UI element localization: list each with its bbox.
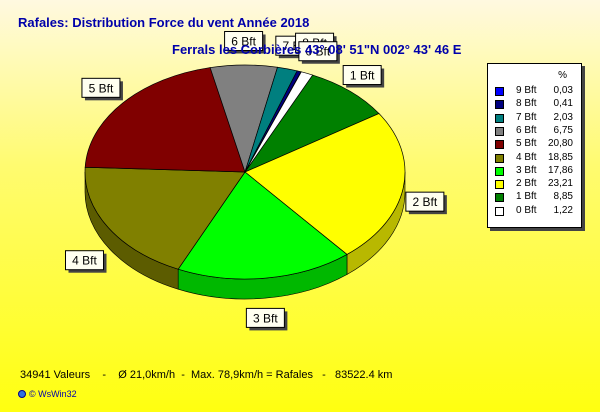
legend-label: 3 Bft — [516, 164, 537, 176]
pie-slices — [84, 64, 406, 280]
brand: © WsWin32 — [18, 389, 77, 399]
svg-text:6 Bft: 6 Bft — [231, 35, 256, 49]
svg-text:5 Bft: 5 Bft — [89, 81, 114, 95]
legend-label: 1 Bft — [516, 191, 537, 203]
legend-value: 17,86 — [547, 164, 573, 176]
legend-item: 4 Bft 18,85 — [488, 152, 581, 165]
legend-item: 9 Bft 0,03 — [488, 85, 581, 98]
slice-label-6-bft: 6 Bft — [224, 31, 266, 54]
svg-text:1 Bft: 1 Bft — [350, 69, 375, 83]
slice-label-4-bft: 4 Bft — [64, 250, 107, 273]
legend-swatch — [495, 126, 504, 136]
svg-text:4 Bft: 4 Bft — [72, 254, 97, 268]
slice-0-bft — [244, 71, 314, 173]
legend-label: 6 Bft — [516, 124, 537, 136]
slice-label-3-bft: 3 Bft — [245, 307, 288, 331]
legend-swatch — [495, 100, 504, 110]
svg-text:3 Bft: 3 Bft — [253, 311, 278, 325]
legend-value: 8,85 — [553, 191, 573, 203]
legend-item: 0 Bft 1,22 — [488, 205, 581, 218]
legend-value: 6,75 — [553, 124, 573, 136]
slice-label-5-bft: 5 Bft — [81, 77, 123, 101]
svg-text:0 Bft: 0 Bft — [306, 45, 331, 59]
brand-label: © WsWin32 — [29, 389, 77, 399]
slice-5-bft — [84, 67, 246, 173]
legend-swatch — [495, 113, 504, 123]
legend-item: 8 Bft 0,41 — [488, 98, 581, 111]
chart-title: Rafales: Distribution Force du vent Anné… — [18, 15, 310, 30]
legend-swatch — [495, 87, 504, 96]
legend-label: 4 Bft — [516, 151, 537, 163]
chart-subtitle: Ferrals les Corbières 43° 08' 51"N 002° … — [172, 42, 462, 57]
legend-label: 7 Bft — [516, 111, 537, 123]
footer-stats: 34941 Valeurs - Ø 21,0km/h - Max. 78,9km… — [20, 369, 393, 381]
legend-item: 7 Bft 2,03 — [488, 112, 581, 125]
legend-swatch — [495, 180, 504, 190]
legend-value: 1,22 — [553, 204, 573, 216]
slice-2-bft — [244, 113, 406, 255]
legend-swatch — [495, 206, 504, 216]
slice-label-2-bft: 2 Bft — [405, 191, 447, 215]
legend-value: 18,85 — [547, 151, 573, 163]
slice-3-bft — [177, 171, 348, 280]
legend-value: 23,21 — [547, 178, 573, 190]
legend-swatch — [495, 153, 504, 163]
slice-label-1-bft: 1 Bft — [342, 65, 385, 88]
legend-value: 0,03 — [553, 85, 573, 96]
wswin-logo-icon — [18, 390, 26, 398]
legend-swatch — [495, 166, 504, 176]
slice-label-0-bft: 0 Bft — [298, 41, 340, 64]
legend-item: 2 Bft 23,21 — [488, 178, 581, 191]
legend-unit: % — [558, 70, 567, 81]
legend-label: 9 Bft — [516, 85, 537, 96]
legend-swatch — [495, 193, 504, 203]
legend-value: 0,41 — [553, 98, 573, 110]
legend-label: 8 Bft — [516, 98, 537, 110]
slice-1-bft — [244, 74, 380, 173]
slice-4-bft — [84, 166, 246, 270]
legend-item: 6 Bft 6,75 — [488, 125, 581, 138]
legend-label: 5 Bft — [516, 138, 537, 150]
legend-label: 0 Bft — [516, 204, 537, 216]
legend-value: 20,80 — [547, 138, 573, 150]
legend: % 9 Bft 0,03 8 Bft 0,41 7 Bft 2,03 6 Bft 6,75 5 … — [487, 63, 582, 228]
svg-text:2 Bft: 2 Bft — [413, 195, 438, 209]
legend-value: 2,03 — [553, 111, 573, 123]
legend-item: 5 Bft 20,80 — [488, 138, 581, 151]
legend-item: 1 Bft 8,85 — [488, 191, 581, 204]
legend-label: 2 Bft — [516, 178, 537, 190]
legend-swatch — [495, 140, 504, 150]
legend-item: 3 Bft 17,86 — [488, 165, 581, 178]
